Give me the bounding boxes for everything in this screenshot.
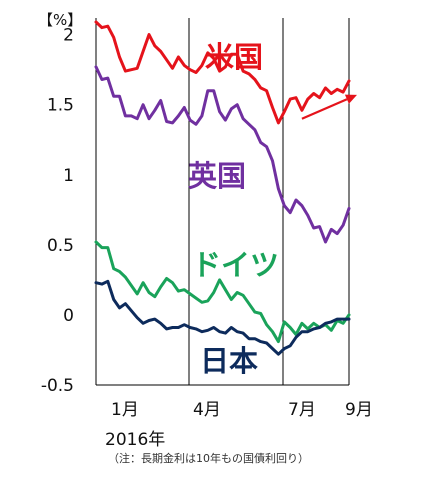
trend-arrow [301,94,357,120]
y-axis-unit-label: 【%】 [38,11,82,29]
y-tick-label: 0 [63,306,74,326]
x-tick-label-jul: 7月 [288,400,316,420]
series-line-us [94,20,351,125]
series-label-uk: 英国 [188,159,246,193]
x-tick-label-apr: 4月 [193,400,221,420]
series-line-uk [94,65,351,244]
x-tick-label-jan: 1月 [111,400,139,420]
x-tick-label-sep: 9月 [345,400,373,420]
series-label-japan: 日本 [200,344,258,378]
y-tick-label: -0.5 [41,376,74,396]
series-line-japan [94,279,351,356]
footnote: （注：長期金利は10年もの国債利回り） [108,451,309,465]
y-tick-label: 1 [63,166,74,186]
x-axis-year-label: 2016年 [105,430,165,450]
y-axis-ticks: 2 1.5 1 0.5 0 -0.5 [41,26,74,396]
trend-arrow-shaft [301,98,348,120]
y-tick-label: 0.5 [47,236,74,256]
series-lines [94,20,351,356]
series-label-us: 米国 [205,40,263,74]
series-line-germany [94,240,351,344]
series-label-germany: ドイツ [192,248,279,282]
trend-arrow-head [344,94,357,104]
y-tick-label: 2 [63,26,74,46]
y-tick-label: 1.5 [47,96,74,116]
